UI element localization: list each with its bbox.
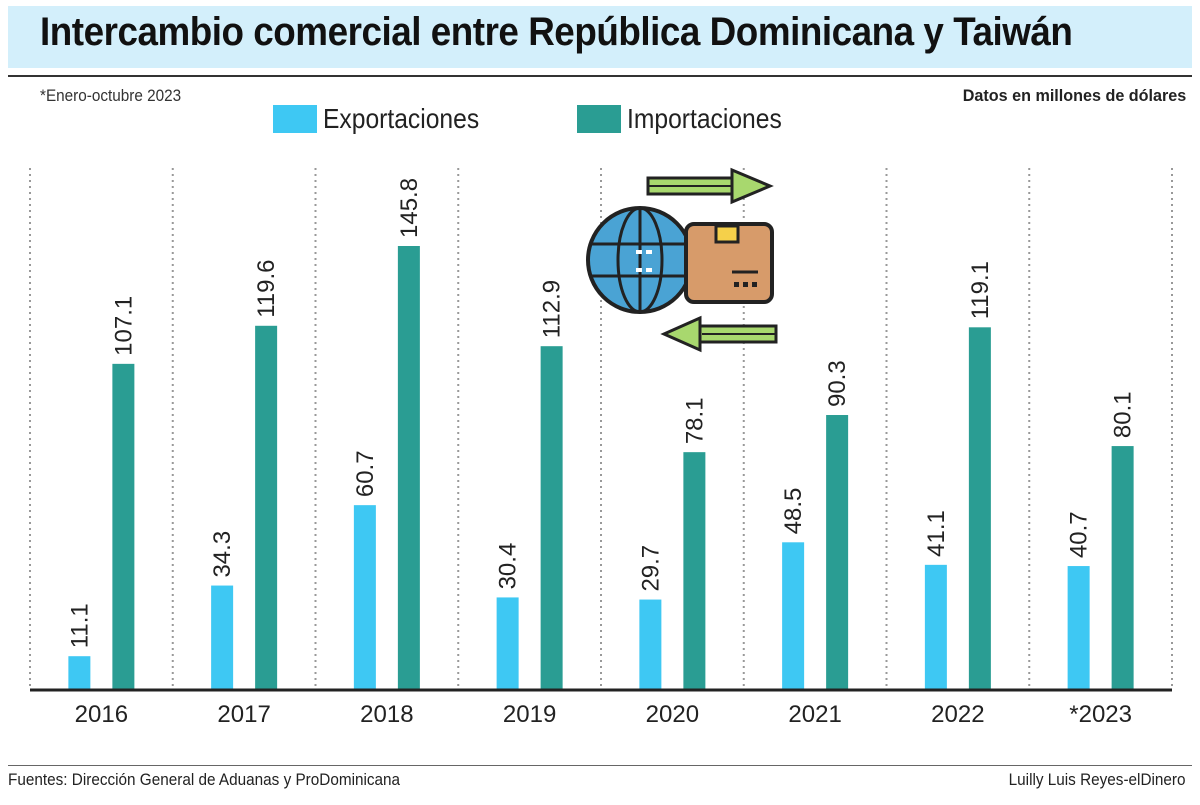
legend-label-importaciones: Importaciones bbox=[627, 103, 782, 134]
x-tick-label: 2016 bbox=[75, 701, 128, 728]
globe-icon bbox=[586, 206, 694, 314]
value-label: 29.7 bbox=[637, 545, 664, 592]
bar-exportaciones-2017 bbox=[211, 585, 234, 690]
value-label: 145.8 bbox=[396, 178, 423, 238]
value-label: 41.1 bbox=[923, 510, 950, 557]
value-label: 119.6 bbox=[253, 260, 280, 318]
period-note: *Enero-octubre 2023 bbox=[40, 86, 182, 105]
package-box-icon bbox=[684, 222, 774, 304]
bar-exportaciones-2016 bbox=[68, 656, 91, 690]
bar-importaciones-2017 bbox=[255, 325, 278, 690]
x-tick-label: 2018 bbox=[360, 701, 413, 728]
bar-importaciones-2020 bbox=[683, 452, 706, 690]
bar-exportaciones-2023 bbox=[1067, 566, 1090, 690]
value-label: 112.9 bbox=[539, 280, 566, 338]
value-label: 40.7 bbox=[1066, 511, 1093, 558]
x-tick-label: *2023 bbox=[1069, 701, 1132, 728]
credit-text: Luilly Luis Reyes-elDinero bbox=[1009, 770, 1186, 789]
value-label: 80.1 bbox=[1110, 391, 1137, 438]
value-label: 30.4 bbox=[495, 543, 522, 590]
title-rule bbox=[8, 75, 1192, 77]
x-tick-label: 2017 bbox=[217, 701, 270, 728]
bar-importaciones-2022 bbox=[968, 327, 991, 690]
bar-exportaciones-2020 bbox=[639, 599, 662, 690]
value-label: 48.5 bbox=[780, 488, 807, 535]
value-label: 119.1 bbox=[967, 261, 994, 319]
value-label: 78.1 bbox=[681, 397, 708, 444]
bar-importaciones-2021 bbox=[826, 415, 849, 690]
globe-box-trade-icon bbox=[586, 167, 778, 353]
units-label: Datos en millones de dólares bbox=[962, 86, 1186, 105]
x-tick-label: 2022 bbox=[931, 701, 984, 728]
legend-item-exportaciones: Exportaciones bbox=[273, 103, 500, 134]
legend-item-importaciones: Importaciones bbox=[577, 103, 803, 134]
bar-importaciones-2023 bbox=[1111, 446, 1134, 690]
x-tick-label: 2021 bbox=[788, 701, 841, 728]
x-tick-label: 2019 bbox=[503, 701, 556, 728]
title-band bbox=[8, 6, 1192, 68]
chart-title: Intercambio comercial entre República Do… bbox=[40, 10, 1073, 54]
value-label: 107.1 bbox=[110, 296, 137, 356]
bar-exportaciones-2021 bbox=[782, 542, 805, 690]
legend-swatch-exportaciones bbox=[273, 105, 317, 133]
footer-rule bbox=[8, 765, 1192, 766]
value-label: 34.3 bbox=[209, 531, 236, 578]
source-text: Fuentes: Dirección General de Aduanas y … bbox=[8, 770, 401, 789]
legend-label-exportaciones: Exportaciones bbox=[323, 103, 480, 134]
bar-exportaciones-2022 bbox=[924, 564, 947, 690]
bar-importaciones-2016 bbox=[112, 363, 135, 690]
bar-importaciones-2019 bbox=[540, 346, 563, 690]
value-label: 90.3 bbox=[824, 360, 851, 407]
bar-exportaciones-2019 bbox=[496, 597, 519, 690]
arrow-right-icon bbox=[646, 167, 774, 205]
value-label: 60.7 bbox=[352, 450, 379, 497]
bar-importaciones-2018 bbox=[397, 246, 420, 690]
x-tick-label: 2020 bbox=[646, 701, 699, 728]
value-label: 11.1 bbox=[66, 603, 93, 648]
legend-swatch-importaciones bbox=[577, 105, 621, 133]
arrow-left-icon bbox=[660, 315, 778, 353]
bar-exportaciones-2018 bbox=[353, 505, 376, 690]
